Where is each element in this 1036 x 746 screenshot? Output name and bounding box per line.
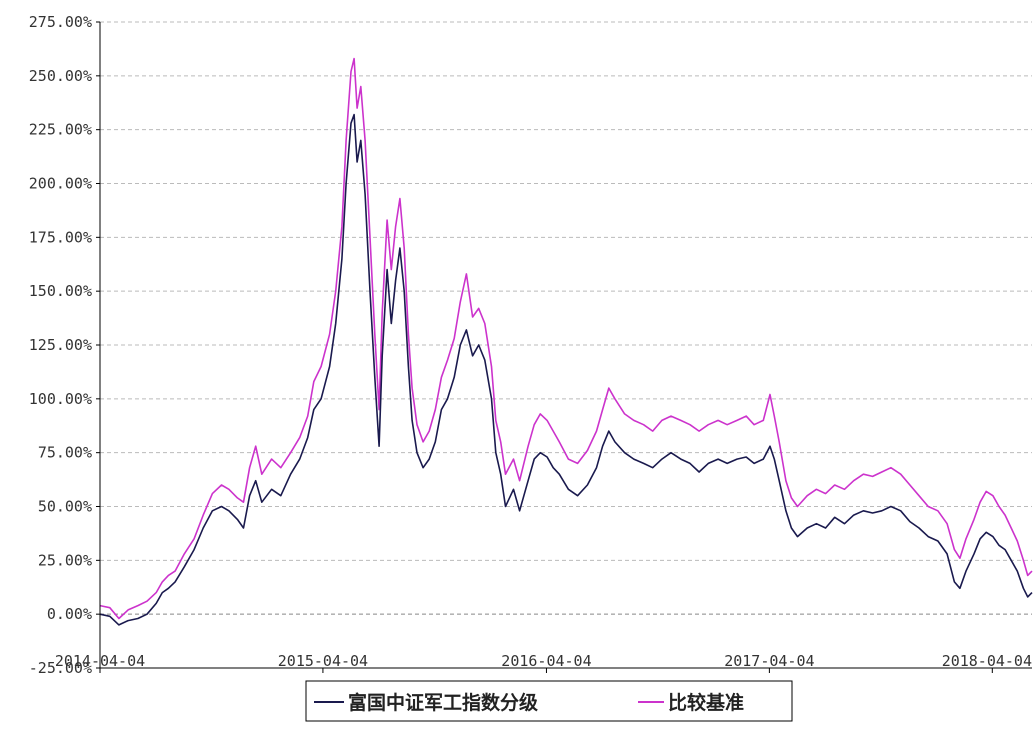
- x-tick-label: 2014-04-04: [55, 652, 145, 670]
- y-tick-labels: 275.00% 250.00% 225.00% 200.00% 175.00% 150.0…: [29, 13, 92, 677]
- y-tick-label: 250.00%: [29, 67, 92, 85]
- legend-label-series-1: 富国中证军工指数分级: [348, 691, 538, 714]
- series-line-1: [99, 113, 1033, 626]
- x-tick-labels: 2014-04-04 2015-04-04 2016-04-04 2017-04-04…: [55, 652, 1032, 670]
- x-tick-label: 2018-04-04: [942, 652, 1032, 670]
- grid-lines: [96, 21, 1032, 673]
- y-tick-label: 225.00%: [29, 121, 92, 139]
- y-tick-label: 275.00%: [29, 13, 92, 31]
- legend-box: [305, 680, 793, 722]
- y-tick-label: 75.00%: [38, 444, 92, 462]
- x-tick-label: 2015-04-04: [278, 652, 368, 670]
- y-tick-label: 25.00%: [38, 551, 92, 569]
- y-tick-label: 0.00%: [47, 605, 92, 623]
- y-tick-label: 150.00%: [29, 282, 92, 300]
- y-tick-label: 175.00%: [29, 228, 92, 246]
- y-tick-label: 50.00%: [38, 498, 92, 516]
- y-tick-label: 200.00%: [29, 175, 92, 193]
- x-tick-label: 2016-04-04: [501, 652, 591, 670]
- legend: 富国中证军工指数分级 比较基准: [305, 680, 793, 722]
- legend-label-series-2: 比较基准: [668, 691, 744, 714]
- series-line-2: [99, 57, 1033, 620]
- y-tick-label: -25.00%: [29, 659, 92, 677]
- axes: [99, 22, 1032, 669]
- x-tick-label: 2017-04-04: [724, 652, 814, 670]
- y-tick-label: 100.00%: [29, 390, 92, 408]
- series-lines: [99, 57, 1033, 626]
- y-tick-label: 125.00%: [29, 336, 92, 354]
